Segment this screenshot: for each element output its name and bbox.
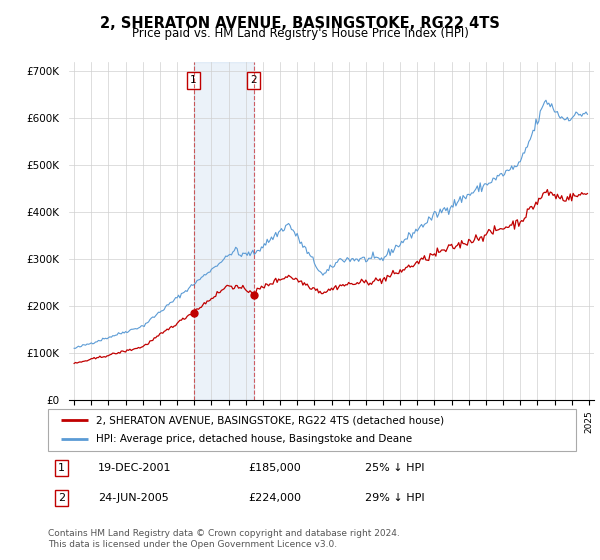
FancyBboxPatch shape: [48, 409, 576, 451]
Text: 1: 1: [58, 463, 65, 473]
Text: HPI: Average price, detached house, Basingstoke and Deane: HPI: Average price, detached house, Basi…: [95, 435, 412, 445]
Text: Contains HM Land Registry data © Crown copyright and database right 2024.
This d: Contains HM Land Registry data © Crown c…: [48, 529, 400, 549]
Text: 24-JUN-2005: 24-JUN-2005: [98, 493, 169, 503]
Text: Price paid vs. HM Land Registry's House Price Index (HPI): Price paid vs. HM Land Registry's House …: [131, 27, 469, 40]
Text: 25% ↓ HPI: 25% ↓ HPI: [365, 463, 424, 473]
Text: 29% ↓ HPI: 29% ↓ HPI: [365, 493, 424, 503]
Text: £224,000: £224,000: [248, 493, 302, 503]
Text: 2: 2: [250, 76, 257, 86]
Text: 2: 2: [58, 493, 65, 503]
Text: 19-DEC-2001: 19-DEC-2001: [98, 463, 172, 473]
Text: £185,000: £185,000: [248, 463, 301, 473]
Bar: [194, 62, 254, 400]
Text: 2, SHERATON AVENUE, BASINGSTOKE, RG22 4TS: 2, SHERATON AVENUE, BASINGSTOKE, RG22 4T…: [100, 16, 500, 31]
Text: 2, SHERATON AVENUE, BASINGSTOKE, RG22 4TS (detached house): 2, SHERATON AVENUE, BASINGSTOKE, RG22 4T…: [95, 415, 443, 425]
Text: 1: 1: [190, 76, 197, 86]
